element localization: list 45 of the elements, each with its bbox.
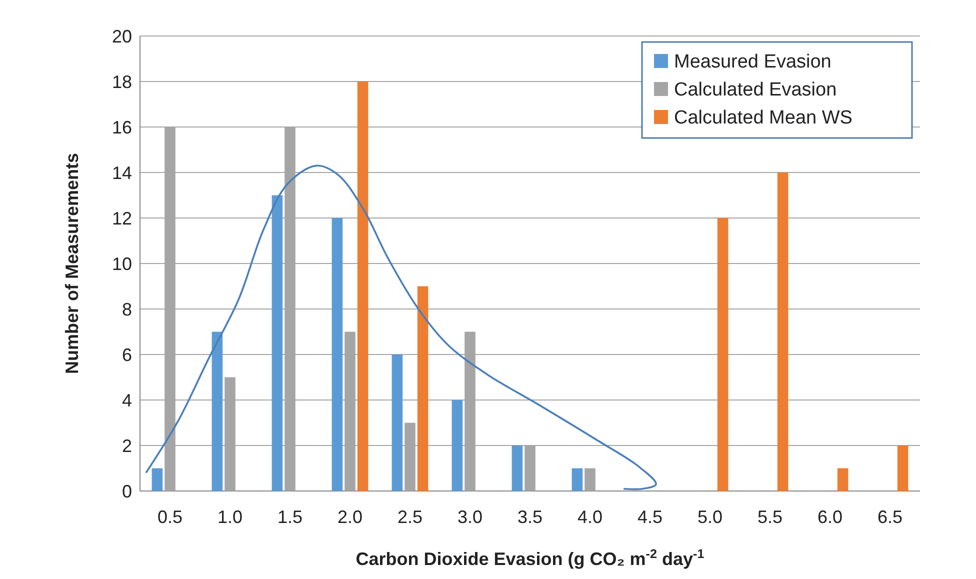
x-tick-label: 5.0 — [697, 507, 723, 527]
y-tick-label: 12 — [112, 208, 132, 228]
x-tick-label: 1.5 — [277, 507, 303, 527]
bar — [572, 468, 583, 491]
y-tick-label: 6 — [122, 344, 132, 365]
y-tick-label: 0 — [122, 481, 132, 502]
x-tick-label: 3.5 — [517, 507, 543, 527]
x-axis-title: Carbon Dioxide Evasion (g CO₂ m$^{-2}$ day$^{-1}$ — [356, 547, 704, 569]
bar — [212, 332, 223, 491]
bar — [452, 400, 463, 491]
legend-label: Measured Evasion — [674, 52, 832, 73]
x-tick-label: 4.0 — [577, 507, 603, 527]
y-tick-label: 10 — [112, 254, 132, 274]
y-tick-label: 20 — [112, 26, 132, 46]
bar — [897, 446, 908, 491]
bar — [584, 468, 596, 491]
bar — [152, 468, 163, 491]
bar — [417, 286, 428, 491]
bar — [272, 195, 283, 491]
y-tick-label: 2 — [122, 436, 132, 456]
x-tick-label: 5.5 — [757, 507, 783, 527]
bar — [777, 172, 788, 491]
legend-label: Calculated Mean WS — [674, 108, 852, 129]
y-tick-label: 4 — [122, 390, 132, 410]
bar — [332, 218, 343, 491]
x-tick-label: 6.0 — [817, 507, 843, 527]
bar — [392, 354, 403, 491]
y-axis-title: Number of Measurements — [62, 152, 82, 374]
x-tick-label: 0.5 — [157, 507, 183, 527]
legend-label: Calculated Evasion — [674, 80, 837, 101]
x-tick-label: 3.0 — [457, 507, 483, 527]
y-tick-label: 8 — [122, 299, 132, 320]
x-tick-label: 6.5 — [877, 507, 903, 527]
y-tick-label: 18 — [112, 72, 132, 92]
x-tick-label: 1.0 — [217, 507, 243, 527]
bar — [837, 468, 848, 491]
bar — [512, 446, 523, 491]
line-series — [145, 164, 657, 490]
y-tick-label: 16 — [112, 117, 132, 138]
bar — [357, 82, 368, 491]
x-tick-label: 2.5 — [397, 507, 423, 527]
bar — [717, 218, 728, 491]
x-tick-label: 2.0 — [337, 507, 363, 527]
y-tick-label: 14 — [112, 162, 132, 183]
x-tick-label: 4.5 — [637, 507, 663, 527]
